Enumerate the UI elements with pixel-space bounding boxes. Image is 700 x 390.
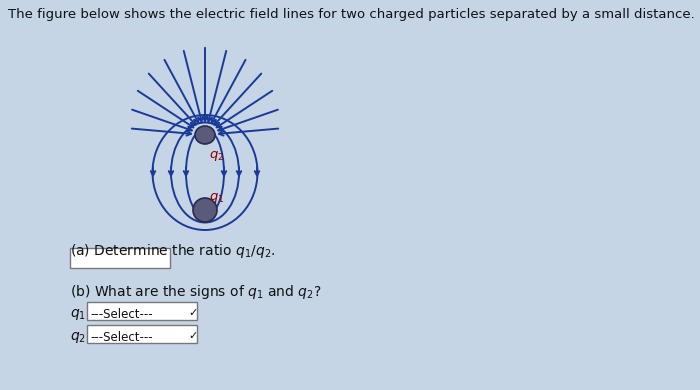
- Text: $q_1$: $q_1$: [70, 307, 86, 322]
- Text: ---Select---: ---Select---: [90, 331, 153, 344]
- Ellipse shape: [195, 126, 215, 144]
- Text: $q_2$: $q_2$: [70, 330, 86, 345]
- Text: The figure below shows the electric field lines for two charged particles separa: The figure below shows the electric fiel…: [8, 8, 694, 21]
- FancyBboxPatch shape: [87, 325, 197, 343]
- Text: (a) Determine the ratio $q_1/q_2$.: (a) Determine the ratio $q_1/q_2$.: [70, 242, 276, 260]
- Text: $q_2$: $q_2$: [209, 149, 224, 163]
- Text: ✓: ✓: [188, 308, 197, 318]
- Circle shape: [193, 198, 217, 222]
- Text: (b) What are the signs of $q_1$ and $q_2$?: (b) What are the signs of $q_1$ and $q_2…: [70, 283, 321, 301]
- Text: ✓: ✓: [188, 331, 197, 341]
- FancyBboxPatch shape: [70, 248, 170, 268]
- Text: $q_1$: $q_1$: [209, 191, 225, 205]
- FancyBboxPatch shape: [87, 302, 197, 320]
- Text: ---Select---: ---Select---: [90, 308, 153, 321]
